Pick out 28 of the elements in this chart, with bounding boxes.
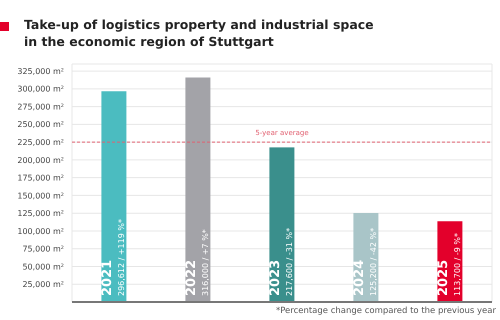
text: *Percentage change compared to the previous year: [276, 306, 496, 316]
y-tick-label: 25,000 m²: [22, 280, 64, 290]
y-tick-label: 100,000 m²: [17, 226, 64, 236]
x-tick-label: 2021: [100, 260, 115, 296]
y-tick-label: 200,000 m²: [17, 156, 64, 165]
y-tick-label: 150,000 m²: [17, 191, 64, 200]
x-tick-label: 2022: [184, 260, 199, 296]
y-tick-label: 125,000 m²: [17, 209, 64, 218]
chart-title: Take-up of logistics property and industrial space in the economic region of Stuttgart: [24, 16, 375, 50]
y-tick-label: 275,000 m²: [17, 102, 64, 112]
data-label: 125,200 / -42 %*: [368, 228, 378, 296]
y-tick-label: 75,000 m²: [22, 244, 64, 254]
y-tick-label: 225,000 m²: [17, 138, 64, 147]
data-label: 316,000 / +7 %*: [200, 229, 210, 296]
y-tick-label: 250,000 m²: [17, 120, 64, 130]
bar: [185, 78, 210, 302]
bar: [101, 91, 126, 302]
x-tick-label: 2024: [352, 260, 367, 296]
data-label: 296,612 / +119 %*: [116, 219, 126, 296]
y-tick-label: 300,000 m²: [17, 84, 64, 94]
y-tick-label: 175,000 m²: [17, 174, 64, 183]
y-tick-label: 325,000 m²: [17, 66, 64, 76]
x-tick-label: 2025: [436, 260, 451, 296]
data-label: 113,700 / -9 %*: [452, 233, 462, 296]
y-tick-label: 50,000 m²: [22, 262, 64, 272]
data-label: 217,600 / -31 %*: [284, 228, 294, 296]
bar: [269, 147, 294, 302]
x-tick-label: 2023: [268, 260, 283, 296]
